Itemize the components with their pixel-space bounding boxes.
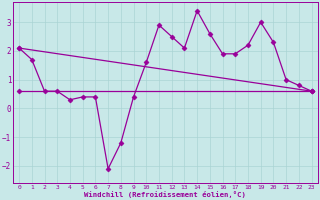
X-axis label: Windchill (Refroidissement éolien,°C): Windchill (Refroidissement éolien,°C) — [84, 191, 246, 198]
